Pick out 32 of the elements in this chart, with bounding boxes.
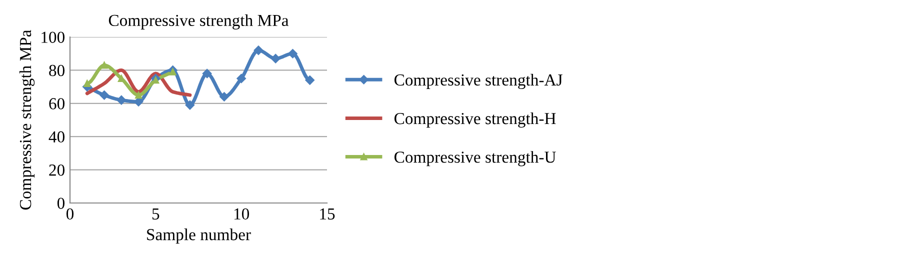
point	[116, 95, 126, 105]
point	[220, 92, 229, 102]
legend-label: Compressive strength-AJ	[394, 74, 562, 90]
x-tick-label: 5	[152, 208, 160, 220]
chart-title: Compressive strength MPa	[108, 14, 289, 30]
point	[135, 92, 142, 99]
legend-label: Compressive strength-U	[394, 151, 556, 166]
point	[169, 68, 176, 76]
point	[100, 62, 108, 69]
point	[134, 97, 144, 106]
y-tick-label: 100	[42, 32, 65, 43]
point	[202, 68, 212, 78]
point	[288, 48, 298, 58]
x-tick-label: 15	[320, 208, 335, 220]
point	[305, 76, 314, 85]
point	[270, 54, 280, 64]
y-tick-label: 80	[49, 64, 65, 76]
x-tick-label: 0	[66, 208, 74, 220]
legend-label: Compressive strength-H	[394, 112, 556, 128]
y-tick-label: 0	[57, 198, 65, 209]
x-axis-title: Sample number	[147, 228, 251, 244]
y-axis-title: Compressive strength MPa	[19, 30, 35, 210]
y-tick-label: 60	[49, 98, 65, 110]
point	[84, 80, 91, 87]
point	[100, 90, 109, 100]
y-tick-label: 40	[48, 131, 65, 143]
point	[236, 74, 246, 84]
point	[185, 100, 195, 110]
x-tick-label: 10	[234, 208, 250, 220]
y-tick-label: 20	[49, 164, 65, 176]
point	[254, 46, 264, 55]
point	[152, 76, 160, 84]
